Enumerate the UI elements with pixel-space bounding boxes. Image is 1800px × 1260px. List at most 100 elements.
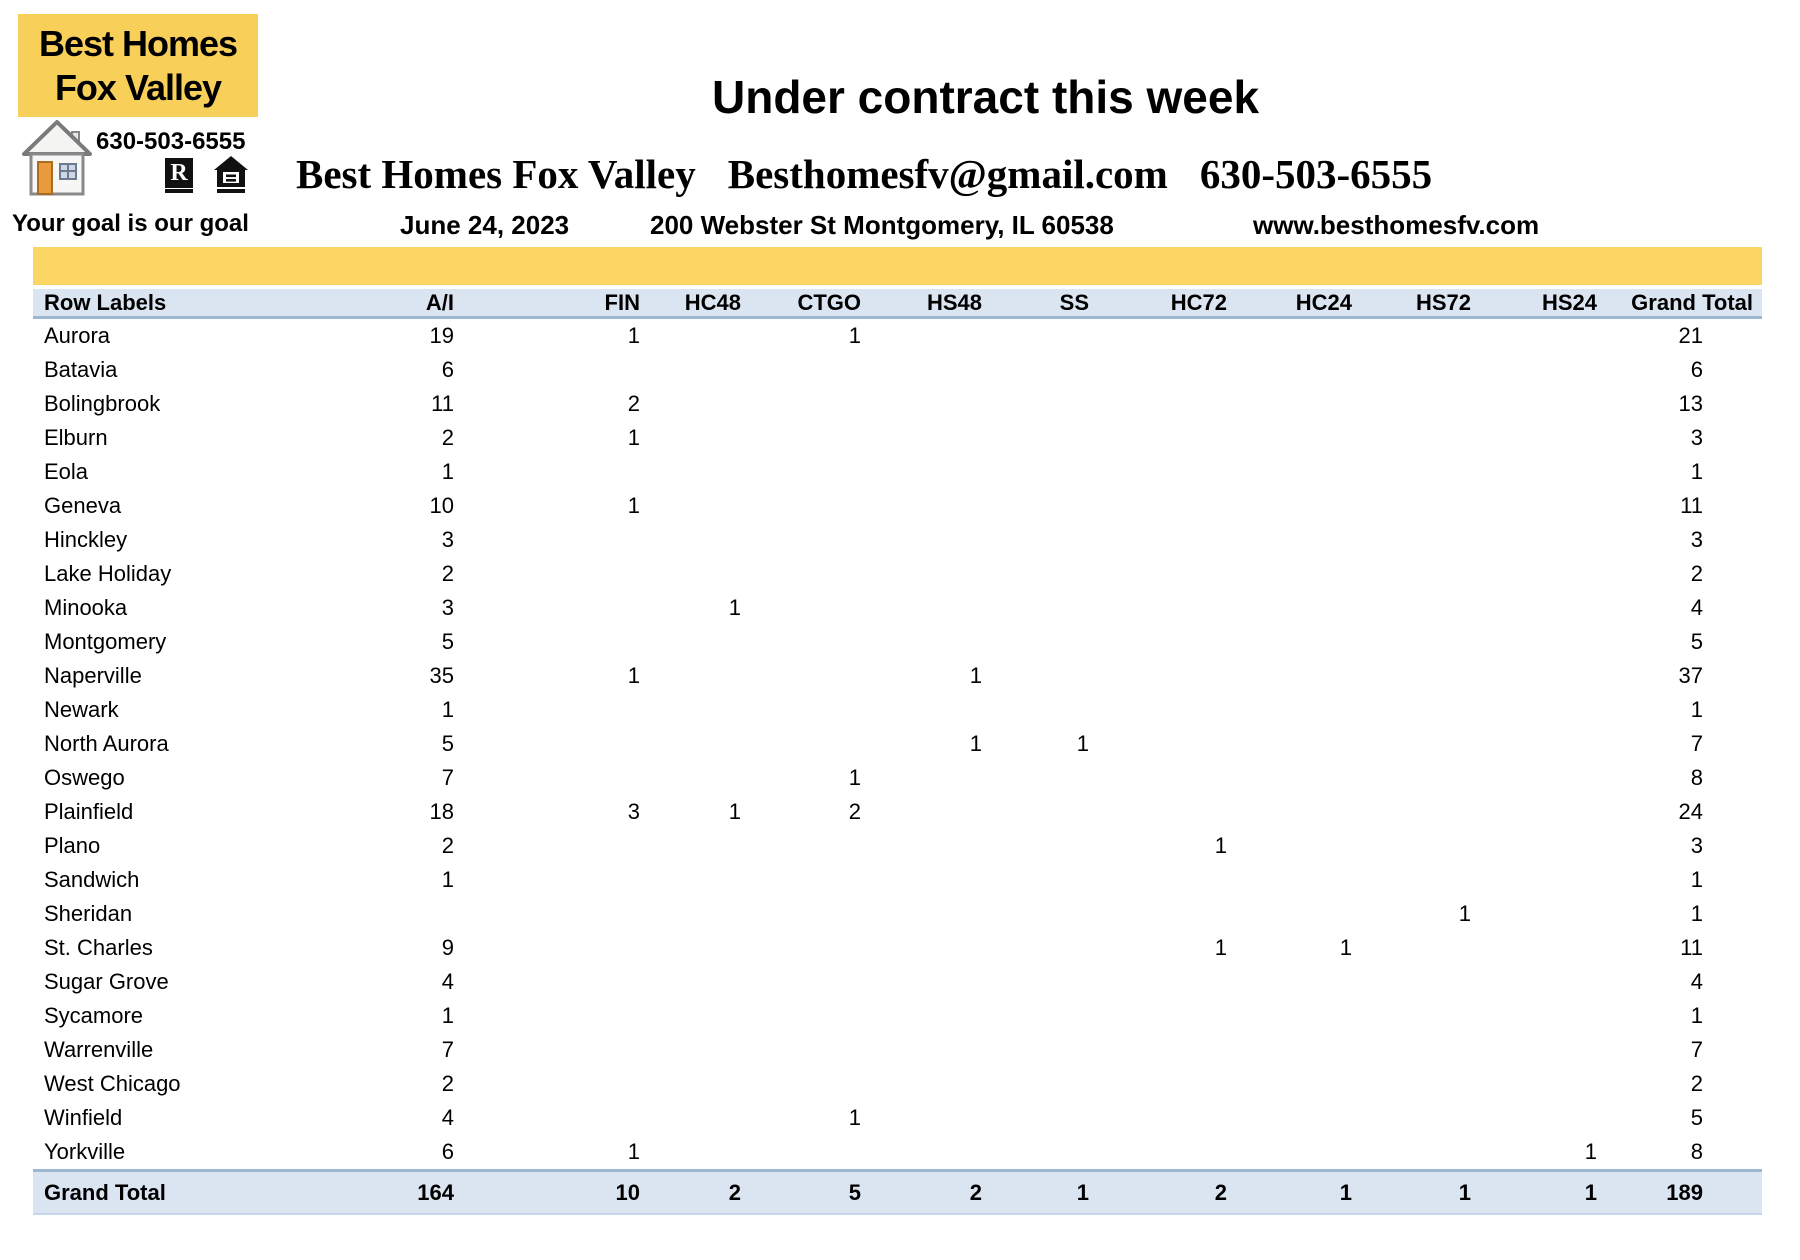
value-cell <box>755 557 875 591</box>
value-cell: 2 <box>441 1071 454 1096</box>
value-cell <box>1485 965 1611 999</box>
row-label: Hinckley <box>44 527 128 552</box>
value-cell <box>468 693 654 727</box>
grand-total-cell: 6 <box>1690 357 1703 382</box>
value-cell <box>1103 965 1241 999</box>
value-cell <box>755 863 875 897</box>
value-cell <box>1485 557 1611 591</box>
value-cell <box>654 1135 755 1171</box>
value-cell <box>1485 421 1611 455</box>
row-label: Geneva <box>44 493 122 518</box>
value-cell <box>1103 523 1241 557</box>
value-cell <box>1241 387 1366 421</box>
value-cell <box>654 863 755 897</box>
grand-total-cell: 1 <box>1690 697 1703 722</box>
value-cell <box>1241 353 1366 387</box>
value-cell: 1 <box>1214 935 1227 960</box>
value-cell <box>1103 421 1241 455</box>
value-cell <box>1366 318 1485 354</box>
value-cell: 35 <box>429 663 454 688</box>
table-row: Sycamore 1 1 <box>33 999 1762 1033</box>
value-cell <box>755 591 875 625</box>
value-cell <box>1241 421 1366 455</box>
value-cell: 1 <box>1458 901 1471 926</box>
value-cell <box>996 761 1103 795</box>
value-cell <box>1241 489 1366 523</box>
value-cell <box>875 387 996 421</box>
value-cell <box>875 318 996 354</box>
value-cell <box>1485 591 1611 625</box>
value-cell <box>1103 897 1241 931</box>
value-cell <box>654 829 755 863</box>
table-row: Lake Holiday 2 2 <box>33 557 1762 591</box>
value-cell <box>1103 455 1241 489</box>
value-cell <box>755 659 875 693</box>
grand-total-value: 2 <box>654 1169 755 1215</box>
value-cell: 1 <box>728 799 741 824</box>
value-cell <box>654 931 755 965</box>
value-cell <box>1485 693 1611 727</box>
value-cell <box>755 897 875 931</box>
value-cell <box>1485 625 1611 659</box>
value-cell <box>875 931 996 965</box>
column-header-row-labels: Row Labels <box>33 289 280 319</box>
value-cell <box>875 455 996 489</box>
realtor-r-icon: R <box>165 158 195 194</box>
value-cell <box>654 387 755 421</box>
row-label: Sycamore <box>44 1003 144 1028</box>
equal-housing-icon <box>214 156 248 193</box>
value-cell <box>1103 863 1241 897</box>
value-cell <box>1103 1101 1241 1135</box>
column-header: SS <box>996 289 1103 319</box>
row-label: Eola <box>44 459 89 484</box>
row-label: Plainfield <box>44 799 134 824</box>
value-cell <box>1103 999 1241 1033</box>
grand-total-cell: 8 <box>1690 765 1703 790</box>
value-cell: 19 <box>429 323 454 348</box>
value-cell: 1 <box>627 663 640 688</box>
value-cell <box>996 1033 1103 1067</box>
value-cell <box>1103 1067 1241 1101</box>
value-cell <box>996 863 1103 897</box>
value-cell <box>1103 591 1241 625</box>
value-cell <box>468 353 654 387</box>
value-cell <box>1366 387 1485 421</box>
value-cell <box>654 489 755 523</box>
value-cell <box>996 1135 1103 1171</box>
row-label: Minooka <box>44 595 128 620</box>
value-cell <box>875 1101 996 1135</box>
value-cell <box>1241 693 1366 727</box>
value-cell: 1 <box>1339 935 1352 960</box>
value-cell <box>654 455 755 489</box>
value-cell <box>755 931 875 965</box>
value-cell <box>875 1033 996 1067</box>
value-cell <box>875 557 996 591</box>
grand-total-cell: 13 <box>1678 391 1703 416</box>
value-cell <box>1485 931 1611 965</box>
table-row: Bolingbrook 11 2 13 <box>33 387 1762 421</box>
column-header: Grand Total <box>1611 289 1762 319</box>
value-cell <box>1366 965 1485 999</box>
value-cell <box>468 999 654 1033</box>
value-cell: 1 <box>1214 833 1227 858</box>
value-cell <box>1241 1101 1366 1135</box>
value-cell <box>755 625 875 659</box>
page-title: Under contract this week <box>712 71 1260 123</box>
value-cell <box>1241 1067 1366 1101</box>
table-row: Geneva 10 1 11 <box>33 489 1762 523</box>
value-cell <box>996 1067 1103 1101</box>
value-cell <box>875 863 996 897</box>
value-cell <box>875 489 996 523</box>
grand-total-cell: 5 <box>1690 629 1703 654</box>
value-cell <box>1366 489 1485 523</box>
column-header: HS24 <box>1485 289 1611 319</box>
grand-total-value: 2 <box>875 1169 996 1215</box>
logo-box: Best Homes Fox Valley <box>18 14 258 117</box>
value-cell <box>755 523 875 557</box>
table-row: Minooka 3 1 4 <box>33 591 1762 625</box>
value-cell <box>654 421 755 455</box>
value-cell: 1 <box>1584 1139 1597 1164</box>
value-cell <box>875 353 996 387</box>
company-phone: 630-503-6555 <box>1199 151 1433 197</box>
grand-total-cell: 11 <box>1680 935 1703 960</box>
